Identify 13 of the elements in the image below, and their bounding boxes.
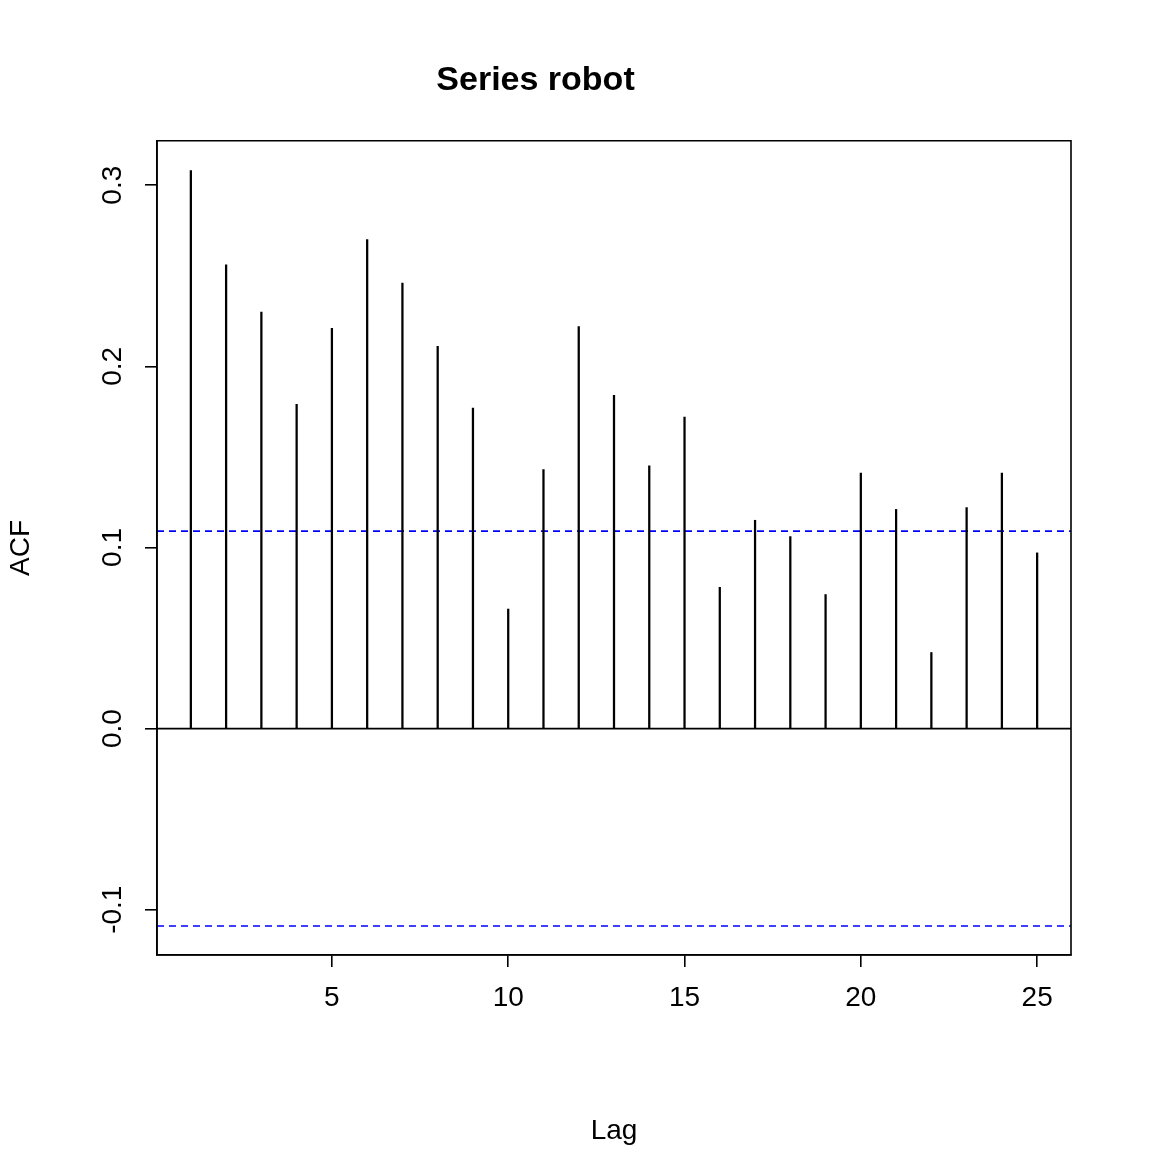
y-tick-label: -0.1 <box>95 885 127 934</box>
y-tick-label: 0.2 <box>95 346 127 386</box>
x-tick-label: 15 <box>668 980 701 1012</box>
chart-title: Series robot <box>436 58 635 97</box>
y-tick-label: 0.3 <box>95 165 127 205</box>
x-tick-label: 5 <box>324 980 340 1012</box>
y-axis-title: ACF <box>3 519 35 576</box>
x-tick-label: 10 <box>492 980 524 1012</box>
y-tick-label: 0.1 <box>95 527 127 567</box>
x-axis-title: Lag <box>590 1113 638 1145</box>
x-tick-label: 25 <box>1021 980 1053 1012</box>
x-tick-label: 20 <box>845 980 877 1012</box>
y-tick-label: 0.0 <box>95 709 127 749</box>
